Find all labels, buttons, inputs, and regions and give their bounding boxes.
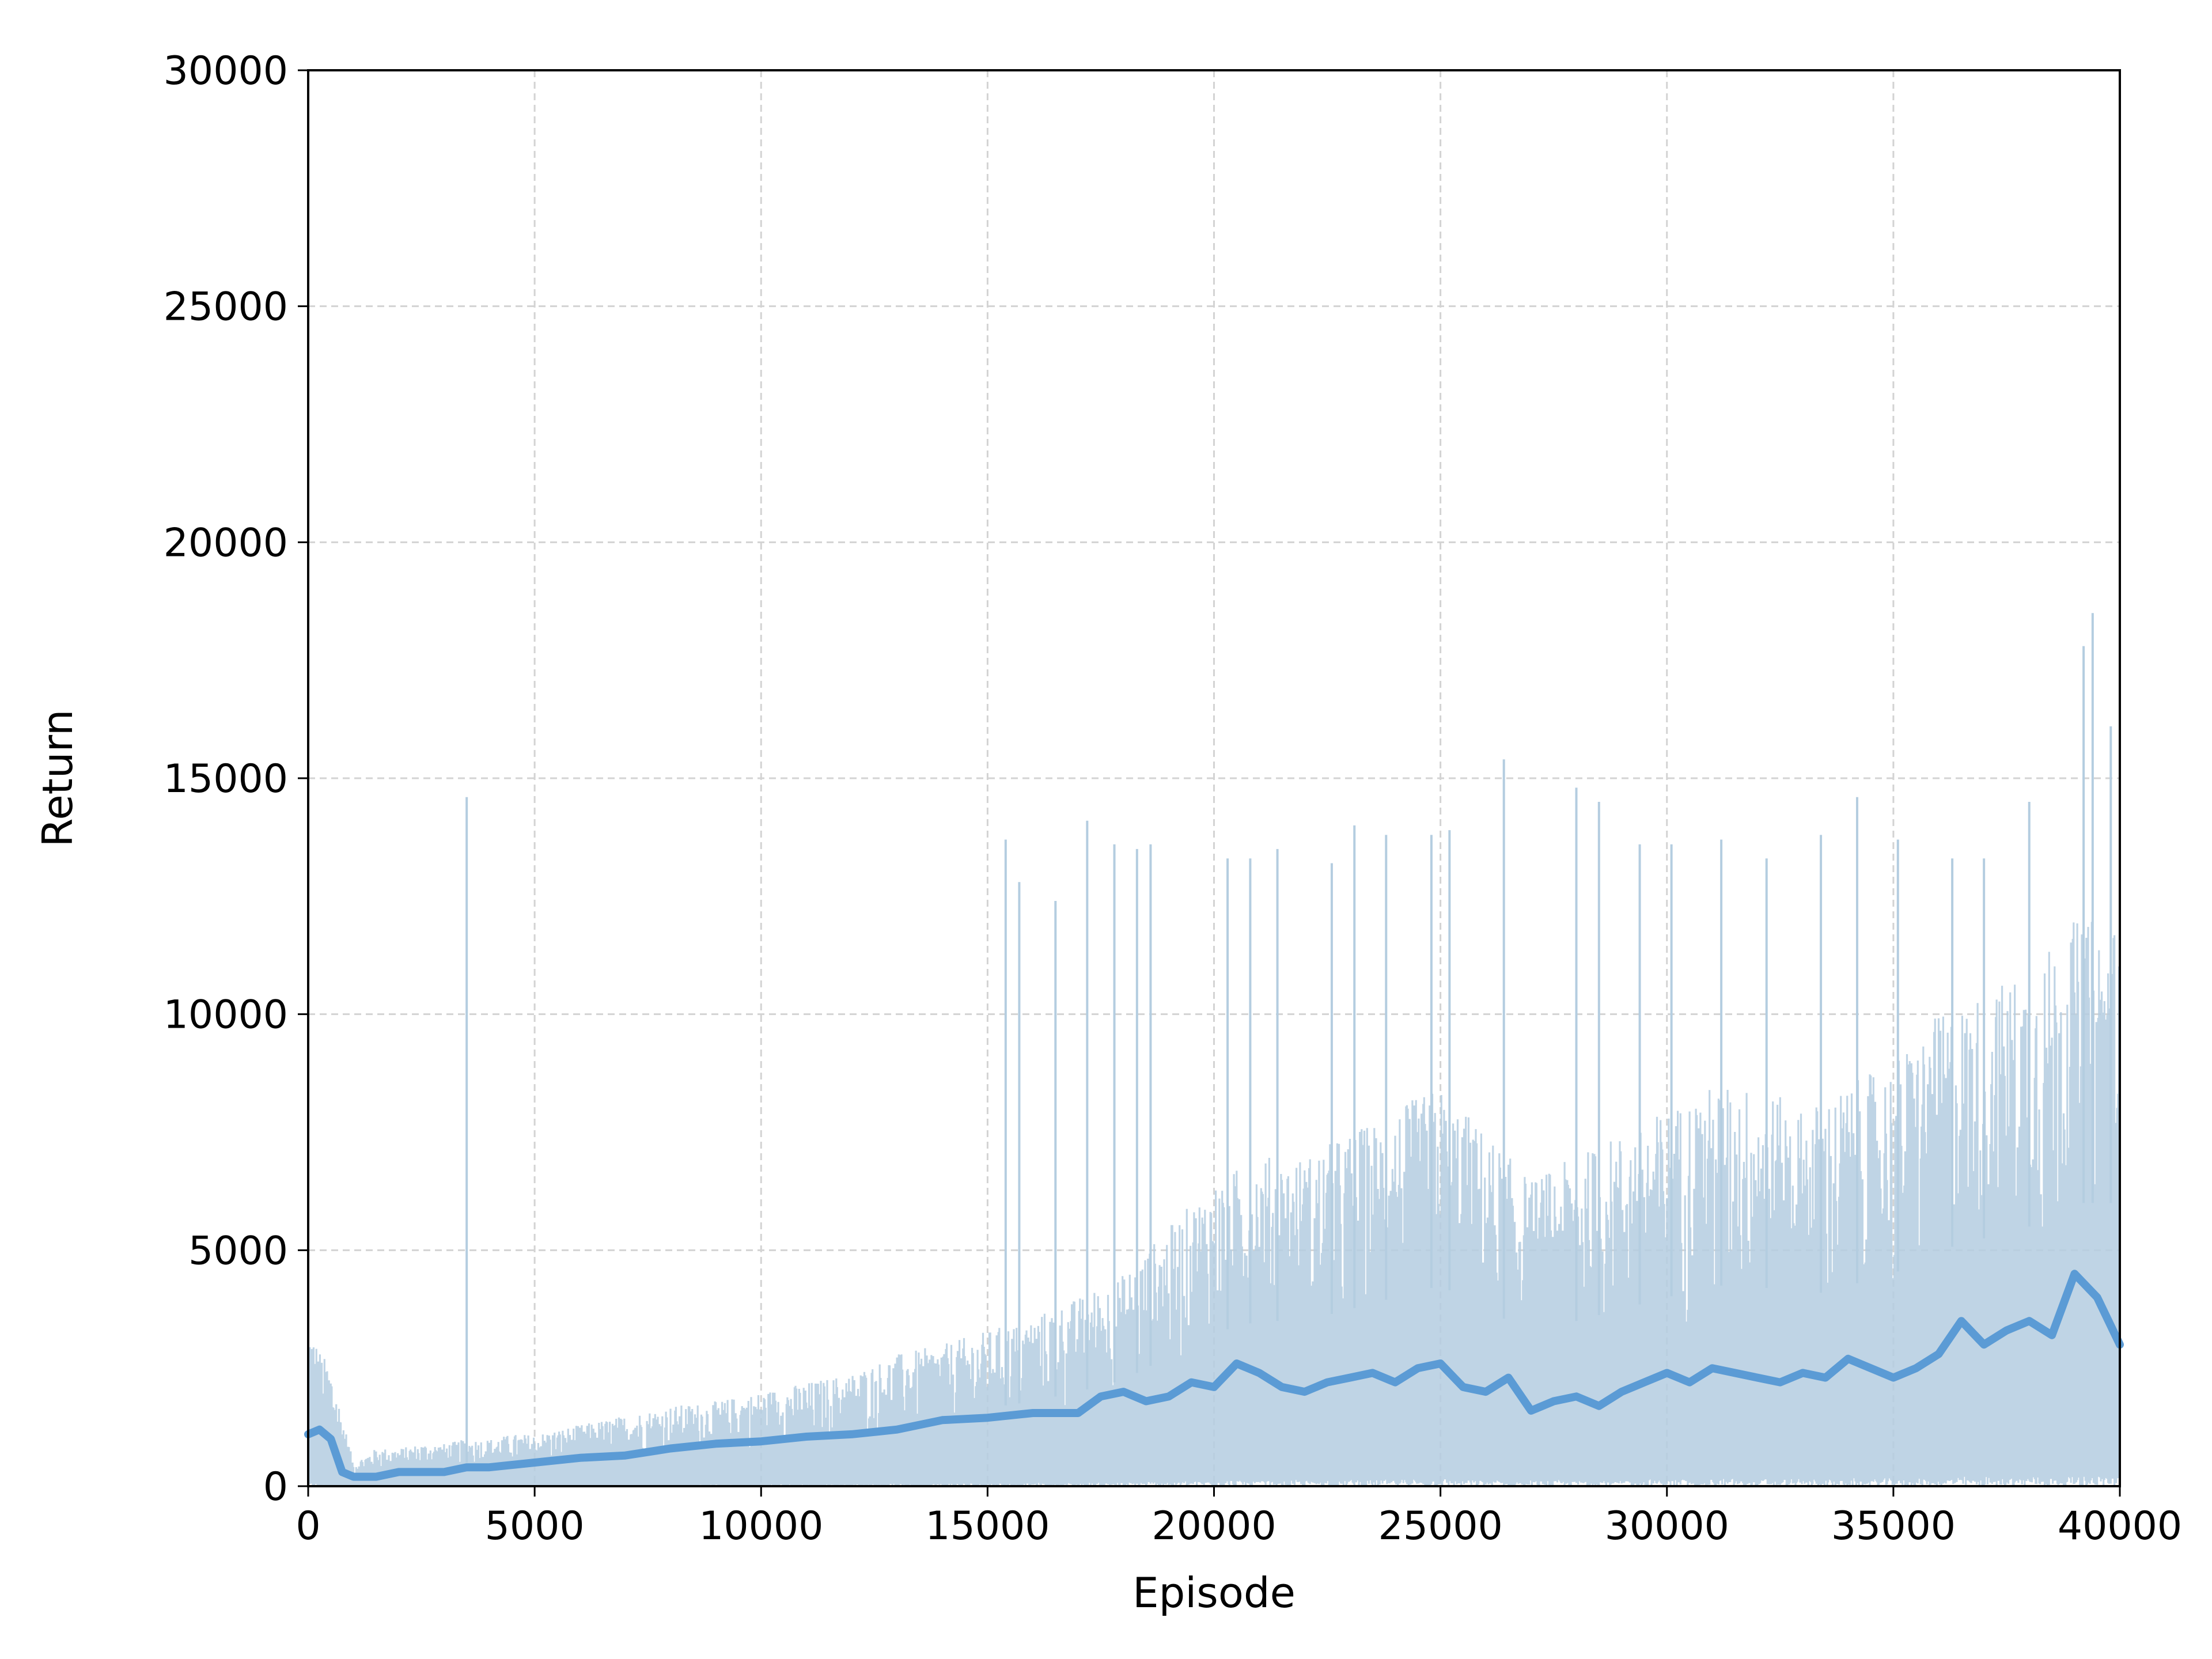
y-axis-label: Return: [33, 710, 82, 847]
tick-labels: 0 5000 10000 15000 20000 25000 30000 35000 40000…: [164, 48, 2182, 1549]
x-tick-label: 25000: [1378, 1503, 1502, 1549]
grid-lines: [308, 70, 2120, 1486]
y-tick-label: 25000: [164, 285, 288, 330]
y-tick-label: 30000: [164, 48, 288, 94]
x-tick-label: 10000: [699, 1503, 823, 1549]
x-axis-label: Episode: [1132, 1569, 1296, 1617]
y-tick-label: 10000: [164, 993, 288, 1038]
y-tick-label: 15000: [164, 756, 288, 802]
x-tick-label: 20000: [1152, 1503, 1276, 1549]
x-tick-label: 40000: [2058, 1503, 2182, 1549]
x-tick-label: 30000: [1605, 1503, 1729, 1549]
smoothed-return-series: [304, 1270, 2124, 1481]
x-tick-label: 35000: [1831, 1503, 1956, 1549]
y-tick-label: 5000: [188, 1228, 288, 1274]
y-tick-label: 0: [263, 1464, 288, 1510]
axes: [298, 69, 2121, 1497]
y-tick-label: 20000: [164, 520, 288, 566]
plot-frame: [307, 69, 2121, 1487]
x-tick-label: 0: [296, 1503, 320, 1549]
x-tick-label: 15000: [925, 1503, 1050, 1549]
x-tick-label: 5000: [485, 1503, 585, 1549]
smoothed-return-line: [304, 1270, 2124, 1481]
